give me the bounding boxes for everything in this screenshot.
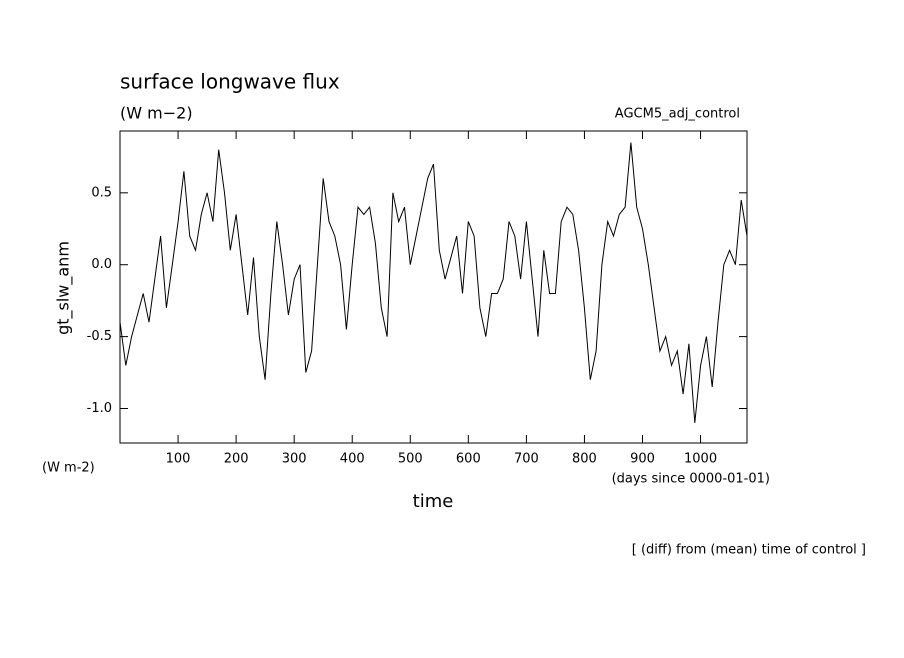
- subtitle: (W m−2): [120, 104, 193, 123]
- footer: [ (diff) from (mean) time of control ]: [632, 543, 866, 558]
- x-tick-label: 100: [166, 452, 191, 467]
- x-tick-label: 700: [514, 452, 539, 467]
- x-tick-label: 800: [572, 452, 597, 467]
- x-tick-label: 400: [340, 452, 365, 467]
- chart-title: surface longwave flux: [120, 70, 340, 94]
- x-tick-label: 200: [224, 452, 249, 467]
- y-tick-label: -0.5: [87, 329, 112, 344]
- plot-frame: [119, 130, 748, 444]
- x-axis-label: time: [413, 491, 454, 512]
- x-tick-label: 300: [282, 452, 307, 467]
- x-unit: (days since 0000-01-01): [612, 472, 770, 487]
- y-tick-label: -1.0: [87, 401, 112, 416]
- annotation: AGCM5_adj_control: [615, 107, 740, 122]
- data-line: [119, 142, 748, 423]
- x-tick-label: 1000: [684, 452, 717, 467]
- x-tick-label: 500: [398, 452, 423, 467]
- x-tick-label: 900: [630, 452, 655, 467]
- y-unit: (W m-2): [42, 461, 95, 476]
- y-tick-label: 0.5: [91, 185, 112, 200]
- x-tick-label: 600: [456, 452, 481, 467]
- y-tick-label: 0.0: [91, 257, 112, 272]
- y-axis-label: gt_slw_anm: [54, 241, 74, 335]
